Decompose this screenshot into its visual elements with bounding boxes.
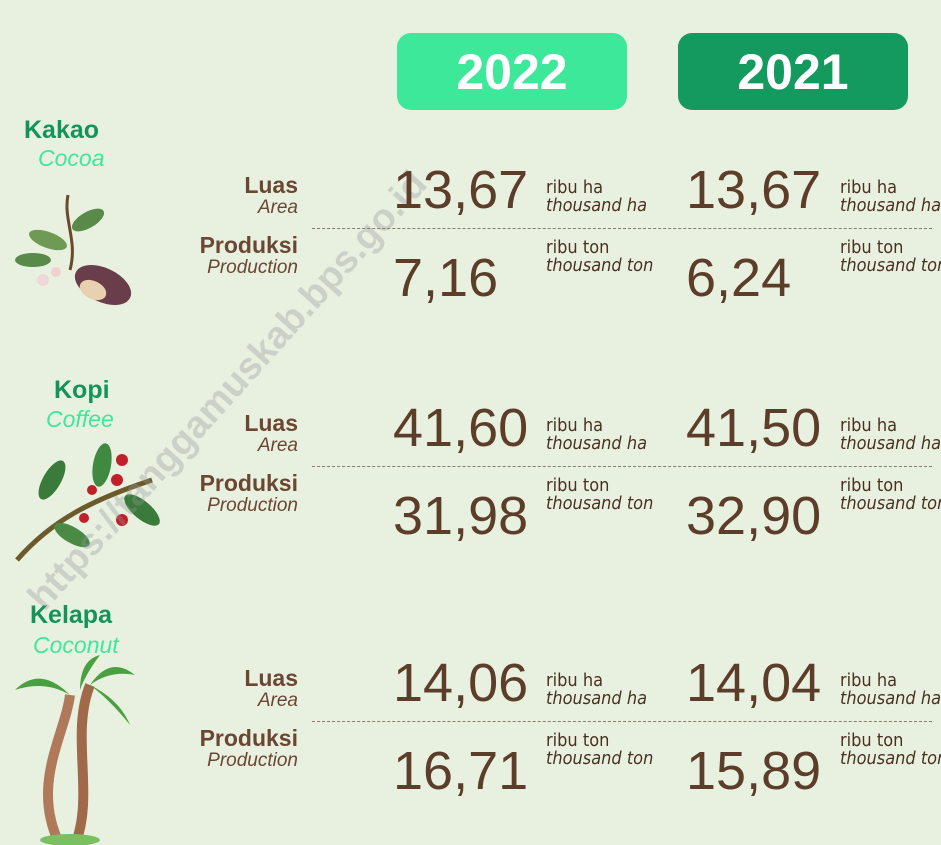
- unit: ribu ha: [840, 670, 898, 691]
- crop-name-en: Coffee: [46, 406, 114, 432]
- row-label: Produksi: [199, 725, 298, 751]
- year-header: 2021: [678, 33, 908, 110]
- value: 14,04: [686, 653, 822, 713]
- crop-name-en: Cocoa: [38, 145, 105, 171]
- value: 31,98: [393, 486, 529, 546]
- value: 13,67: [393, 160, 529, 220]
- value: 6,24: [686, 248, 792, 308]
- unit: ribu ha: [546, 415, 604, 436]
- row-label: Produksi: [199, 232, 298, 258]
- value: 14,06: [393, 653, 529, 713]
- row-label-en: Production: [207, 257, 298, 278]
- row-label-en: Area: [257, 435, 298, 456]
- crop-name: Kelapa: [30, 601, 112, 629]
- unit-en: thousand ton: [840, 255, 941, 276]
- value: 16,71: [393, 741, 529, 801]
- unit-en: thousand ha: [840, 195, 941, 216]
- row-label-en: Production: [207, 495, 298, 516]
- unit-en: thousand ton: [840, 748, 941, 769]
- row-divider: [312, 228, 932, 229]
- unit-en: thousand ha: [546, 433, 648, 454]
- unit: ribu ha: [546, 670, 604, 691]
- row-label: Luas: [244, 665, 298, 691]
- unit-en: thousand ha: [840, 688, 941, 709]
- unit: ribu ha: [546, 177, 604, 198]
- row-label-en: Area: [257, 690, 298, 711]
- value: 13,67: [686, 160, 822, 220]
- value: 7,16: [393, 248, 499, 308]
- unit-en: thousand ha: [546, 195, 648, 216]
- unit: ribu ton: [840, 475, 904, 496]
- crop-name: Kopi: [54, 376, 110, 404]
- row-divider: [312, 721, 932, 722]
- unit: ribu ton: [546, 730, 610, 751]
- crop-name: Kakao: [24, 116, 100, 144]
- row-label: Luas: [244, 172, 298, 198]
- row-label-en: Production: [207, 750, 298, 771]
- row-label: Luas: [244, 410, 298, 436]
- unit-en: thousand ha: [546, 688, 648, 709]
- unit: ribu ha: [840, 415, 898, 436]
- unit-en: thousand ton: [546, 255, 654, 276]
- crop-name-en: Coconut: [33, 632, 119, 658]
- unit-en: thousand ton: [840, 493, 941, 514]
- unit: ribu ton: [546, 237, 610, 258]
- unit: ribu ton: [840, 237, 904, 258]
- row-divider: [312, 466, 932, 467]
- coconut-illustration: [15, 655, 135, 845]
- unit: ribu ha: [840, 177, 898, 198]
- value: 41,50: [686, 398, 822, 458]
- value: 41,60: [393, 398, 529, 458]
- unit: ribu ton: [546, 475, 610, 496]
- row-label: Produksi: [199, 470, 298, 496]
- value: 32,90: [686, 486, 822, 546]
- cocoa-illustration: [15, 194, 132, 305]
- year-header: 2022: [397, 33, 627, 110]
- row-label-en: Area: [257, 197, 298, 218]
- unit: ribu ton: [840, 730, 904, 751]
- unit-en: thousand ha: [840, 433, 941, 454]
- coffee-illustration: [15, 443, 160, 562]
- unit-en: thousand ton: [546, 493, 654, 514]
- unit-en: thousand ton: [546, 748, 654, 769]
- value: 15,89: [686, 741, 822, 801]
